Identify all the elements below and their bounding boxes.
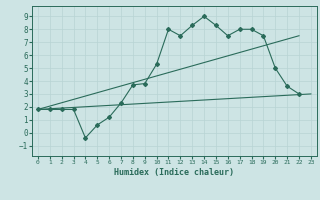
X-axis label: Humidex (Indice chaleur): Humidex (Indice chaleur) xyxy=(115,168,234,177)
